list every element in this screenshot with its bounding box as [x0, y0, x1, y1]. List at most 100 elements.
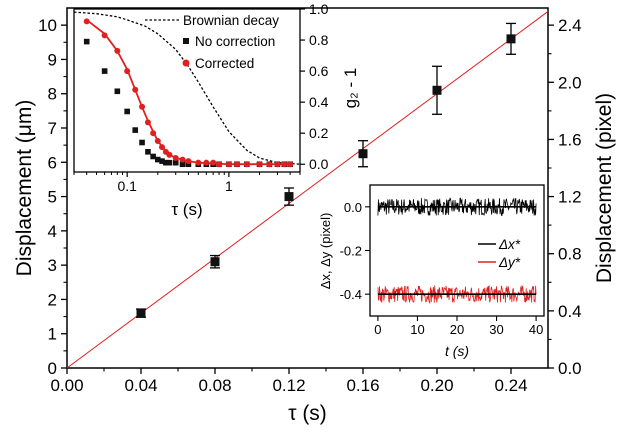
no-correction-marker — [155, 156, 161, 163]
inset1-frame — [73, 8, 301, 173]
legend-brownian-label: Brownian decay — [183, 13, 279, 28]
x-tick-label: 0.16 — [346, 376, 379, 395]
legend-dx-label: Δx* — [498, 237, 521, 252]
no-correction-marker — [172, 159, 179, 166]
data-point — [210, 254, 220, 269]
corrected-marker — [210, 159, 217, 166]
no-correction-marker — [132, 127, 139, 133]
y-left-tick-label: 5 — [48, 188, 57, 207]
corrected-marker — [159, 144, 166, 151]
no-correction-marker — [139, 139, 145, 146]
y-right-tick-label: 1.6 — [558, 130, 582, 149]
corrected-marker — [154, 137, 161, 144]
x-tick-label: 0.08 — [198, 376, 231, 395]
x-tick-label: 0.12 — [272, 376, 305, 395]
corrected-marker — [101, 32, 108, 39]
inset1-y-tick-label: 0.2 — [309, 125, 329, 141]
corrected-marker — [144, 119, 151, 126]
main-plot: 0.00 0.04 0.08 0.12 0.16 0.20 0.24012345678910… — [13, 7, 616, 425]
y-left-tick-label: 9 — [48, 50, 57, 69]
data-marker — [136, 308, 146, 318]
y-right-tick-label: 1.2 — [558, 188, 582, 207]
corrected-marker — [266, 161, 273, 168]
data-point — [358, 140, 368, 168]
y-left-tick-label: 1 — [48, 325, 57, 344]
inset2-x-tick-label: 10 — [410, 322, 424, 337]
inset2-x-tick-label: 30 — [489, 322, 503, 337]
x-tick-label: 0.24 — [494, 376, 527, 395]
corrected-marker — [132, 86, 139, 93]
inset1-y-tick-label: 0.6 — [309, 63, 329, 79]
fit-line — [66, 11, 549, 369]
inset2-x-tick-label: 0 — [374, 322, 381, 337]
no-correction-marker — [163, 159, 169, 166]
y-right-tick-label: 2.0 — [558, 73, 582, 92]
x-tick-label: 0.00 — [50, 376, 83, 395]
no-correction-marker — [185, 161, 192, 168]
data-marker — [358, 149, 368, 159]
y-right-tick-label: 0.8 — [558, 245, 582, 264]
data-point — [432, 65, 442, 115]
x-axis-title: τ (s) — [288, 402, 327, 425]
y-left-tick-label: 2 — [48, 290, 57, 309]
x-tick-label: 0.04 — [124, 376, 157, 395]
legend-corrected-label: Corrected — [195, 56, 254, 71]
inset2-y-tick-label: -0.2 — [340, 244, 362, 259]
corrected-marker — [114, 47, 121, 54]
y-left-tick-label: 3 — [48, 256, 57, 275]
inset2-y-tick-label: 0.0 — [344, 200, 362, 215]
corrected-marker — [281, 161, 288, 168]
y-right-tick-label: 0.0 — [558, 359, 582, 378]
legend-corrected-swatch — [182, 59, 190, 67]
corrected-marker — [139, 103, 146, 110]
inset-drift-plot: 0 10 20 30 40 0.0 -0.2 -0.4 t (s) Δx, Δy (pixel) Δ… — [318, 184, 545, 359]
corrected-marker — [243, 161, 250, 168]
corrected-marker — [203, 159, 210, 166]
inset2-y-tick-label: -0.4 — [340, 287, 362, 302]
corrected-marker — [172, 155, 179, 162]
y-left-tick-label: 7 — [48, 119, 57, 138]
corrected-marker — [150, 130, 157, 137]
inset1-y-tick-label: 0.8 — [309, 32, 329, 48]
no-correction-marker — [101, 68, 108, 74]
inset1-x-tick-label: 0.1 — [117, 178, 137, 194]
inset-correlation-plot: 0.1 1 0.0 0.2 0.4 0.6 0.8 1.0 τ (s) g₂ - 1 Brownia… — [73, 1, 360, 219]
brownian-decay-curve — [73, 11, 301, 165]
inset2-x-tick-label: 40 — [529, 322, 543, 337]
no-correction-marker — [159, 158, 165, 164]
no-correction-marker — [124, 108, 130, 115]
inset1-x-axis-title: τ (s) — [171, 200, 202, 219]
no-correction-marker — [83, 38, 90, 45]
corrected-marker — [216, 161, 223, 168]
corrected-marker — [225, 161, 232, 168]
no-correction-marker — [166, 159, 173, 166]
corrected-marker — [179, 156, 186, 163]
no-correction-marker — [150, 153, 156, 160]
legend-no-correction-label: No correction — [195, 34, 275, 49]
no-correction-marker — [179, 161, 186, 168]
x-tick-label: 0.20 — [420, 376, 453, 395]
corrected-marker — [233, 161, 240, 168]
legend-dy-label: Δy* — [498, 255, 521, 270]
corrected-marker — [185, 158, 192, 165]
inset1-y-tick-label: 0.4 — [309, 94, 329, 110]
inset2-x-tick-label: 20 — [450, 322, 464, 337]
corrected-marker — [166, 151, 173, 158]
data-point — [506, 22, 516, 55]
corrected-marker — [83, 18, 90, 25]
y-left-tick-label: 4 — [48, 222, 57, 241]
y-left-tick-label: 6 — [48, 153, 57, 172]
corrected-marker — [124, 68, 131, 75]
data-point — [284, 187, 294, 206]
dy-trace — [377, 285, 537, 305]
inset1-y-tick-label: 0.0 — [309, 156, 329, 172]
y-left-tick-label: 8 — [48, 85, 57, 104]
data-marker — [432, 85, 442, 95]
y-left-tick-label: 0 — [48, 359, 57, 378]
inset2-x-axis-title: t (s) — [445, 343, 469, 359]
data-marker — [210, 257, 220, 267]
y-right-axis-title: Displacement (pixel) — [593, 93, 616, 283]
corrected-marker — [195, 159, 202, 166]
inset1-x-tick-label: 1 — [225, 178, 233, 194]
